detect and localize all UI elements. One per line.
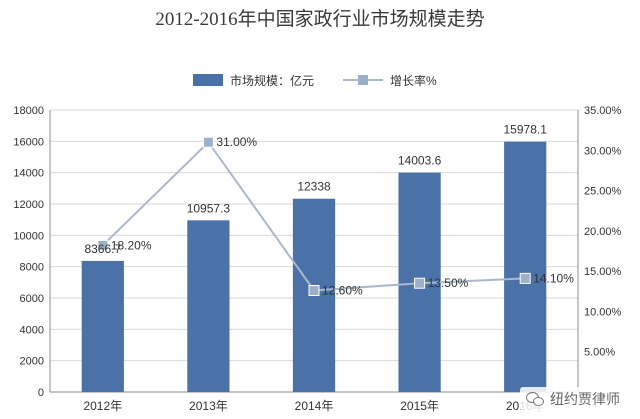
line-marker	[308, 284, 320, 296]
watermark-text: 纽约贾律师	[550, 392, 620, 408]
y-right-tick-label: 10.00%	[584, 306, 622, 318]
bar-value-label: 10957.3	[187, 201, 231, 215]
y-left-tick-label: 16000	[13, 136, 44, 148]
y-left-tick-label: 8000	[20, 262, 44, 274]
line-value-label: 18.20%	[111, 238, 152, 252]
line-marker	[97, 239, 109, 251]
y-left-tick-label: 2000	[20, 356, 44, 368]
wechat-icon	[526, 392, 544, 406]
y-right-tick-label: 30.00%	[584, 145, 622, 157]
line-value-label: 31.00%	[216, 135, 257, 149]
y-left-tick-label: 10000	[13, 230, 44, 242]
y-left-tick-label: 4000	[20, 324, 44, 336]
legend-swatch-bar	[193, 74, 223, 86]
bar	[187, 220, 230, 392]
line-marker	[202, 136, 214, 148]
line-marker	[519, 272, 531, 284]
legend-label-bar: 市场规模：亿元	[230, 73, 314, 88]
y-right-tick-label: 15.00%	[584, 266, 622, 278]
y-left-tick-label: 14000	[13, 168, 44, 180]
y-right-tick-label: 25.00%	[584, 186, 622, 198]
y-left-tick-label: 12000	[13, 199, 44, 211]
x-tick-label: 2014年	[295, 399, 334, 413]
x-tick-label: 2013年	[189, 399, 228, 413]
y-left-tick-label: 18000	[13, 105, 44, 117]
y-left-tick-label: 0	[38, 387, 44, 399]
y-right-tick-label: 5.00%	[584, 347, 615, 359]
x-tick-label: 2012年	[83, 399, 122, 413]
line-value-label: 12.60%	[322, 283, 363, 297]
bar-value-label: 15978.1	[504, 123, 548, 137]
bar	[504, 141, 547, 392]
x-tick-label: 2015年	[400, 399, 439, 413]
y-left-tick-label: 6000	[20, 293, 44, 305]
line-marker	[414, 277, 426, 289]
bar-value-label: 14003.6	[398, 154, 442, 168]
bar	[81, 260, 124, 392]
legend-label-line: 增长率%	[390, 73, 437, 88]
line-value-label: 13.50%	[428, 276, 469, 290]
y-right-tick-label: 35.00%	[584, 105, 622, 117]
legend-marker-line	[358, 75, 368, 85]
bar-value-label: 8366.7	[84, 242, 121, 256]
bar-value-label: 12338	[297, 180, 331, 194]
line-value-label: 14.10%	[533, 271, 574, 285]
chart-title: 2012-2016年中国家政行业市场规模走势	[155, 9, 485, 30]
y-right-tick-label: 20.00%	[584, 226, 622, 238]
watermark: 纽约贾律师	[520, 387, 626, 411]
